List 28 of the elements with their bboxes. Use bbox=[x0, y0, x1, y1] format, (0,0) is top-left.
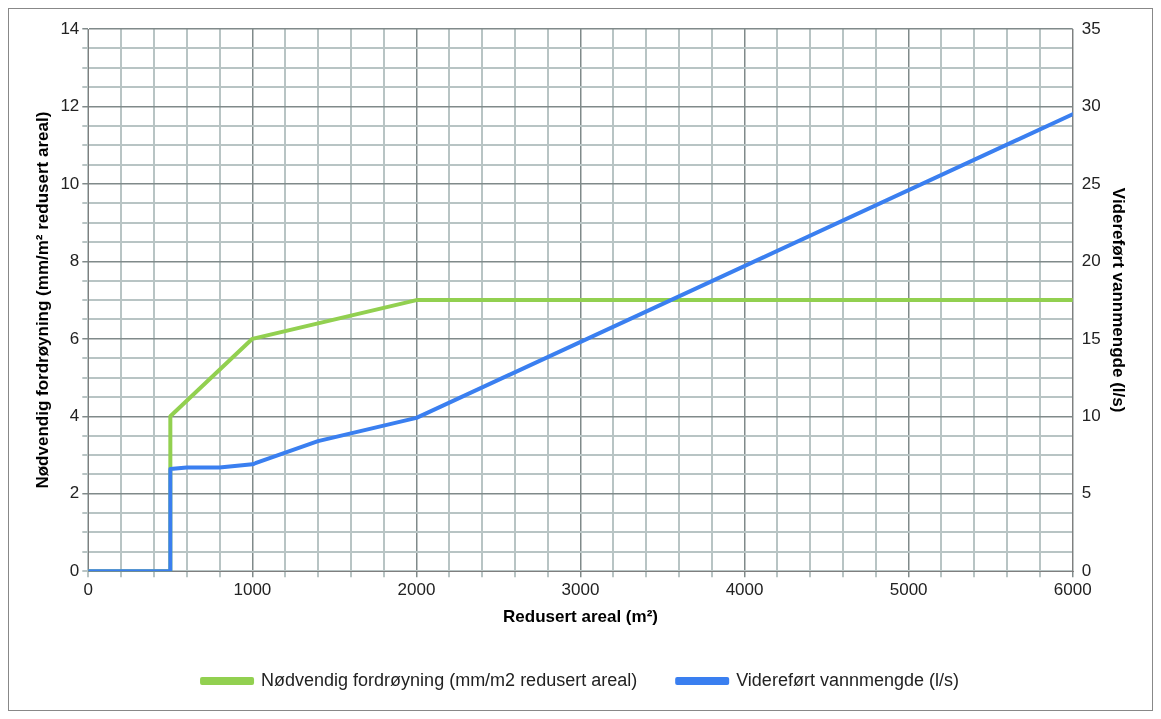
legend-label: Nødvendig fordrøyning (mm/m2 redusert areal) bbox=[261, 669, 638, 690]
y-tick-label: 8 bbox=[69, 251, 80, 271]
y-tick-label: 6 bbox=[69, 328, 80, 348]
y-axis-title: Nødvendig fordrøyning (mm/m² redusert areal) bbox=[32, 111, 52, 489]
y-tick-label: 10 bbox=[60, 173, 80, 193]
y-tick-label: 14 bbox=[60, 18, 80, 38]
x-tick-label: 6000 bbox=[1053, 580, 1092, 600]
y-tick-label: 12 bbox=[60, 96, 80, 116]
y2-tick-label: 20 bbox=[1081, 251, 1101, 271]
x-tick-label: 0 bbox=[83, 580, 94, 600]
legend-label: Videreført vannmengde (l/s) bbox=[736, 669, 959, 690]
y2-tick-label: 15 bbox=[1081, 328, 1101, 348]
x-tick-label: 1000 bbox=[233, 580, 272, 600]
x-tick-label: 4000 bbox=[725, 580, 764, 600]
y2-tick-label: 10 bbox=[1081, 405, 1101, 425]
y-tick-label: 0 bbox=[69, 560, 80, 580]
y2-axis-title: Videreført vannmengde (l/s) bbox=[1109, 187, 1129, 413]
x-axis-title: Redusert areal (m²) bbox=[503, 607, 658, 627]
x-tick-label: 2000 bbox=[397, 580, 436, 600]
y2-tick-label: 0 bbox=[1081, 560, 1092, 580]
y2-tick-label: 5 bbox=[1081, 483, 1092, 503]
y-tick-label: 4 bbox=[69, 405, 80, 425]
x-tick-label: 5000 bbox=[889, 580, 928, 600]
x-tick-label: 3000 bbox=[561, 580, 600, 600]
y2-tick-label: 25 bbox=[1081, 173, 1101, 193]
y2-tick-label: 30 bbox=[1081, 96, 1101, 116]
y2-tick-label: 35 bbox=[1081, 18, 1101, 38]
y-tick-label: 2 bbox=[69, 483, 80, 503]
